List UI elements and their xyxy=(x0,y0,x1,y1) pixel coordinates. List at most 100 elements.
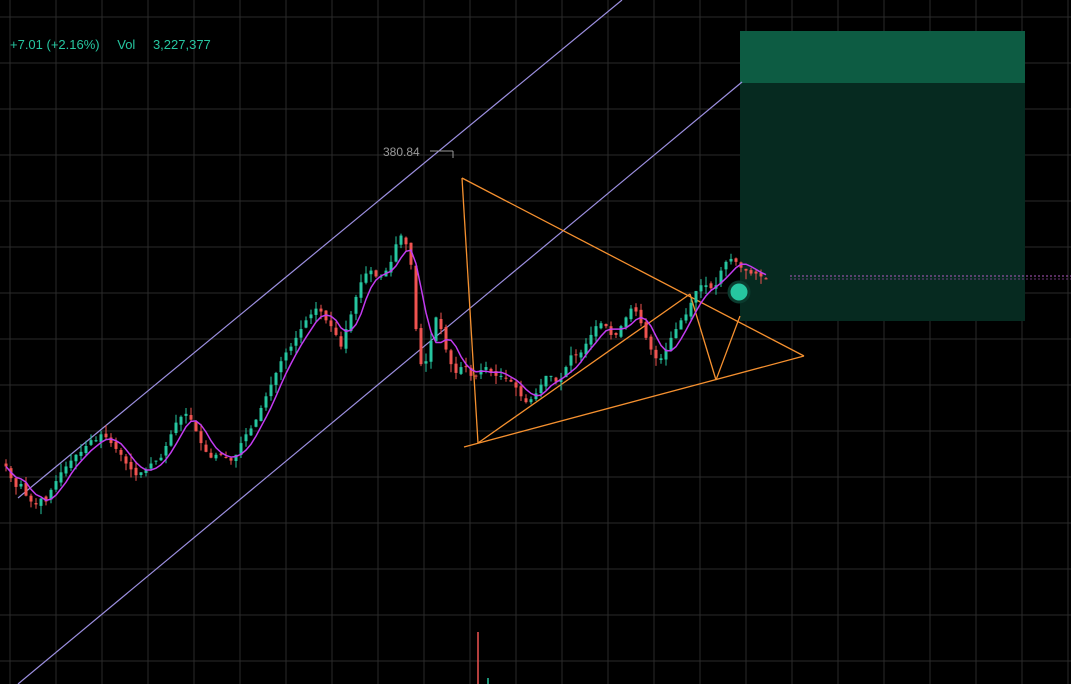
candle-body xyxy=(94,440,98,442)
pattern-leg-4[interactable] xyxy=(715,315,741,381)
triangle-pattern[interactable] xyxy=(461,177,805,448)
candle-body xyxy=(419,328,423,365)
candle-body xyxy=(244,434,248,442)
candle-body xyxy=(119,449,123,455)
candle-body xyxy=(209,452,213,458)
candle-body xyxy=(394,244,398,262)
candle-body xyxy=(269,384,273,397)
candle-body xyxy=(549,375,553,377)
volume-label: Vol 3,227,377 xyxy=(117,37,225,52)
entry-marker[interactable] xyxy=(727,280,751,304)
candle-body xyxy=(84,446,88,454)
price-change: +7.01 (+2.16%) xyxy=(10,37,100,52)
candle-body xyxy=(564,367,568,378)
candle-body xyxy=(579,352,583,358)
candle-body xyxy=(214,454,218,459)
candle-body xyxy=(439,318,443,330)
candle-body xyxy=(559,378,563,382)
candle-body xyxy=(764,278,768,280)
price-channel[interactable] xyxy=(17,0,743,684)
pattern-leg-3[interactable] xyxy=(689,293,717,381)
candle-body xyxy=(104,433,108,438)
candle-body xyxy=(4,463,8,467)
candle-body xyxy=(134,467,138,476)
candle-body xyxy=(229,458,233,461)
volume-bars xyxy=(477,632,489,684)
candle-body xyxy=(14,478,18,487)
candle-body xyxy=(409,242,413,265)
candle-body xyxy=(139,472,143,475)
candle-body xyxy=(544,375,548,387)
candle-body xyxy=(349,314,353,332)
channel-upper-line[interactable] xyxy=(17,0,623,499)
candle-body xyxy=(154,460,158,462)
candle-body xyxy=(264,396,268,408)
candle-body xyxy=(99,434,103,443)
candle-body xyxy=(469,367,473,376)
triangle-upper-edge[interactable] xyxy=(461,177,805,357)
candle-body xyxy=(59,472,63,483)
candle-body xyxy=(574,354,578,356)
candle-body xyxy=(649,336,653,350)
pattern-leg-2[interactable] xyxy=(477,293,691,444)
candle-body xyxy=(614,332,618,335)
candle-body xyxy=(274,372,278,385)
candle-body xyxy=(479,370,483,375)
moving-average-line xyxy=(5,249,767,502)
pattern-leg-1[interactable] xyxy=(461,177,479,444)
candle-body xyxy=(694,291,698,303)
candle-body xyxy=(284,352,288,361)
candle-body xyxy=(514,382,518,388)
candle-body xyxy=(204,444,208,452)
candle-body xyxy=(69,460,73,468)
candle-body xyxy=(239,443,243,455)
candle-body xyxy=(704,285,708,288)
volume-label-text: Vol xyxy=(117,37,136,52)
candle-body xyxy=(379,276,383,278)
candle-body xyxy=(644,322,648,338)
high-marker xyxy=(430,150,454,158)
candle-body xyxy=(594,326,598,337)
candle-body xyxy=(339,336,343,347)
candle-body xyxy=(639,309,643,324)
candle-body xyxy=(24,482,28,496)
candle-body xyxy=(629,308,633,320)
candle-body xyxy=(374,270,378,277)
candle-body xyxy=(699,285,703,292)
candle-body xyxy=(524,398,528,403)
candle-body xyxy=(234,454,238,461)
candle-body xyxy=(64,466,68,474)
candle-body xyxy=(279,361,283,373)
candle-body xyxy=(684,314,688,321)
candle-body xyxy=(334,327,338,335)
triangle-lower-edge[interactable] xyxy=(463,355,805,448)
candle-body xyxy=(484,367,488,370)
candle-body xyxy=(749,270,753,274)
candle-body xyxy=(114,441,118,449)
candle-body xyxy=(724,261,728,270)
price-legend: +7.01 (+2.16%) Vol 3,227,377 xyxy=(10,37,239,52)
candle-body xyxy=(184,413,188,416)
candle-body xyxy=(254,419,258,427)
candle-body xyxy=(289,346,293,351)
candle-body xyxy=(364,273,368,283)
candle-body xyxy=(609,326,613,335)
candle-body xyxy=(194,421,198,432)
candle-body xyxy=(34,503,38,505)
candle-body xyxy=(664,349,668,360)
candle-body xyxy=(144,469,148,473)
candle-body xyxy=(624,317,628,327)
candle-body xyxy=(89,440,93,445)
candle-body xyxy=(434,317,438,342)
channel-lower-line[interactable] xyxy=(17,81,743,684)
candle-body xyxy=(679,320,683,330)
candle-body xyxy=(359,282,363,298)
candle-body xyxy=(169,434,173,446)
candle-body xyxy=(79,451,83,456)
candle-body xyxy=(459,367,463,374)
candle-body xyxy=(474,375,478,377)
candle-body xyxy=(39,498,43,506)
candle-body xyxy=(319,308,323,312)
target-zone-body xyxy=(740,83,1025,321)
